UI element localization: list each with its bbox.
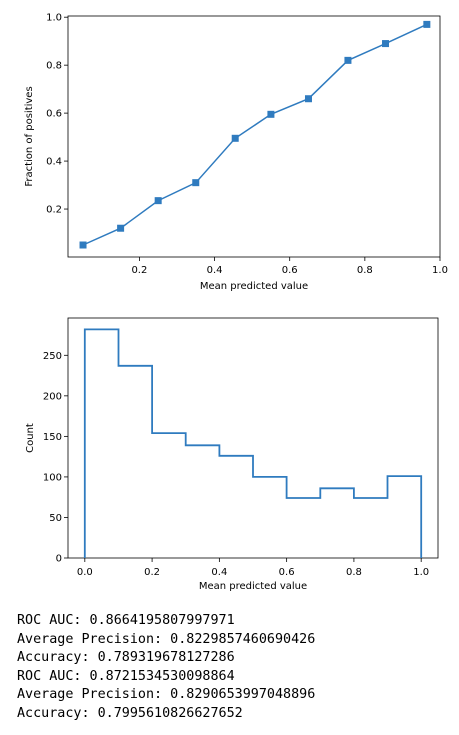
x-tick-label: 0.2 bbox=[144, 567, 160, 578]
y-tick-label: 250 bbox=[43, 351, 62, 362]
calibration-line bbox=[82, 23, 428, 246]
y-axis-label: Count bbox=[25, 423, 36, 453]
x-tick-label: 0.6 bbox=[279, 567, 295, 578]
cell-output: ROC AUC: 0.8664195807997971 Average Preci… bbox=[17, 612, 315, 723]
x-tick-label: 1.0 bbox=[413, 567, 429, 578]
y-tick-label: 150 bbox=[43, 432, 62, 443]
calibration-point bbox=[267, 110, 275, 118]
y-tick-label: 100 bbox=[43, 472, 62, 483]
output-line: Average Precision: 0.8290653997048896 bbox=[17, 687, 316, 702]
x-tick-label: 1.0 bbox=[432, 265, 448, 276]
output-line: ROC AUC: 0.8664195807997971 bbox=[17, 613, 235, 628]
plot-frame bbox=[67, 15, 441, 258]
y-axis-label: Fraction of positives bbox=[24, 86, 35, 186]
calibration-point bbox=[304, 95, 312, 103]
y-tick-label: 0.4 bbox=[46, 157, 62, 168]
x-axis-label: Mean predicted value bbox=[200, 281, 308, 292]
calibration-point bbox=[117, 224, 125, 232]
y-tick-label: 0 bbox=[56, 554, 62, 565]
output-line: Accuracy: 0.789319678127286 bbox=[17, 650, 235, 665]
x-tick-label: 0.0 bbox=[77, 567, 93, 578]
plot-frame bbox=[67, 317, 439, 559]
x-tick-label: 0.6 bbox=[282, 265, 298, 276]
y-tick-label: 0.8 bbox=[46, 61, 62, 72]
y-tick-label: 200 bbox=[43, 391, 62, 402]
x-tick-label: 0.4 bbox=[207, 265, 223, 276]
y-tick-label: 0.6 bbox=[46, 109, 62, 120]
x-tick-label: 0.8 bbox=[346, 567, 362, 578]
y-tick-label: 1.0 bbox=[46, 13, 62, 24]
x-tick-label: 0.2 bbox=[131, 265, 147, 276]
calibration-point bbox=[423, 20, 431, 28]
output-line: Average Precision: 0.8229857460690426 bbox=[17, 631, 316, 647]
prediction-histogram-chart: 0.0 0.2 0.4 0.6 0.8 1.0 0 50 100 150 200 250 Mean pr… bbox=[0, 300, 459, 604]
y-tick-label: 0.2 bbox=[46, 205, 62, 216]
x-tick-label: 0.8 bbox=[357, 265, 373, 276]
calibration-point bbox=[192, 179, 200, 187]
calibration-point bbox=[382, 40, 390, 48]
calibration-point bbox=[79, 241, 87, 249]
calibration-point bbox=[231, 134, 239, 142]
chart-svg: 0.2 0.4 0.6 0.8 1.0 0.2 0.4 0.6 0.8 1.0 Mean predi… bbox=[24, 13, 448, 292]
calibration-point bbox=[344, 56, 352, 64]
chart-svg: 0.0 0.2 0.4 0.6 0.8 1.0 0 50 100 150 200 250 Mean pr… bbox=[25, 317, 439, 592]
output-line: ROC AUC: 0.8721534530098864 bbox=[17, 668, 235, 684]
x-axis-label: Mean predicted value bbox=[199, 581, 307, 592]
x-tick-label: 0.4 bbox=[211, 567, 227, 578]
histogram-step-line bbox=[83, 328, 423, 558]
y-tick-label: 50 bbox=[49, 513, 62, 524]
output-line: Accuracy: 0.7995610826627652 bbox=[17, 705, 243, 721]
calibration-point bbox=[154, 197, 162, 205]
calibration-curve-chart: 0.2 0.4 0.6 0.8 1.0 0.2 0.4 0.6 0.8 1.0 Mean predi… bbox=[0, 0, 459, 304]
